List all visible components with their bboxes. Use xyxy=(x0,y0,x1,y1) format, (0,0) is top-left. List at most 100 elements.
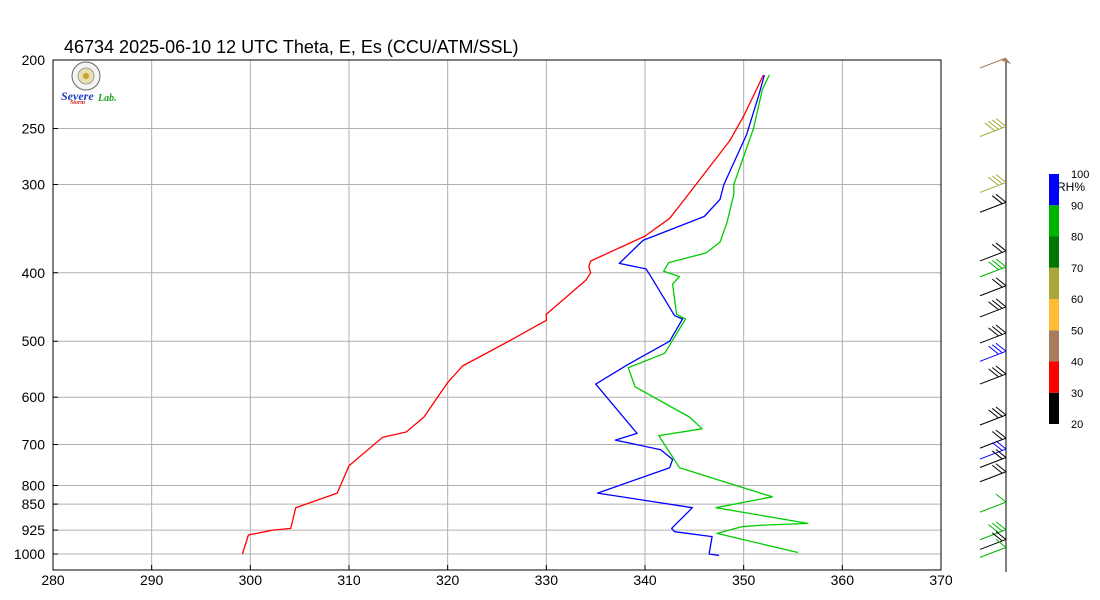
wind-barb-staff xyxy=(979,350,1007,362)
wind-barb-flag xyxy=(995,174,1007,183)
wind-barb-staff xyxy=(979,373,1007,385)
wind-barb-flag xyxy=(995,429,1007,439)
wind-barb xyxy=(979,406,1007,426)
series-line-theta xyxy=(241,74,764,555)
wind-barb-staff xyxy=(979,126,1007,137)
y-axis: 1000 925 850 800 700 600 500 400 300 250 200 xyxy=(14,52,58,562)
wind-barb xyxy=(979,521,1007,541)
wind-barb-staff xyxy=(979,539,1007,550)
wind-barb-flag xyxy=(991,243,1003,253)
colorbar-tick-label: 20 xyxy=(1071,419,1083,431)
plot-frame xyxy=(52,59,942,571)
colorbar-band-30 xyxy=(1049,361,1059,393)
wind-barb-staff xyxy=(979,57,1007,69)
wind-barb-flag xyxy=(991,119,1003,129)
wind-barb-flag xyxy=(995,193,1007,203)
wind-barb-staff xyxy=(979,266,1007,278)
wind-barb-flag xyxy=(991,442,1003,451)
wind-barb-flag xyxy=(988,368,999,378)
wind-barb xyxy=(979,324,1007,344)
wind-barb-flag xyxy=(988,409,999,419)
colorbar-tick-label: 30 xyxy=(1071,388,1083,400)
x-tick-label: 320 xyxy=(436,572,460,588)
wind-barb xyxy=(979,440,1007,460)
wind-barb-flag xyxy=(995,118,1007,127)
colorbar-band-80 xyxy=(1049,205,1059,237)
x-tick-label: 330 xyxy=(535,572,559,588)
wind-barb-staff xyxy=(979,285,1007,297)
wind-barb-flag xyxy=(991,464,1003,474)
wind-barb-flag xyxy=(995,538,1007,548)
lab-logo: Severe Storm Lab. xyxy=(61,61,117,106)
wind-barb xyxy=(979,258,1007,278)
x-tick-label: 280 xyxy=(41,572,65,588)
gridlines xyxy=(53,60,941,570)
wind-barb-flag xyxy=(995,531,1007,540)
wind-barb-flag xyxy=(991,450,1003,460)
wind-barb-flag xyxy=(988,301,999,311)
wind-barb-flag xyxy=(991,299,1003,309)
wind-barb xyxy=(979,298,1007,318)
wind-barb-flag xyxy=(995,463,1007,473)
x-tick-label: 350 xyxy=(732,572,756,588)
x-tick-label: 300 xyxy=(239,572,263,588)
wind-barb-flag xyxy=(995,298,1007,308)
wind-barb xyxy=(979,193,1007,213)
wind-barb-flag xyxy=(995,449,1007,458)
y-tick-label: 800 xyxy=(22,478,46,494)
wind-barb xyxy=(979,277,1007,297)
wind-barb xyxy=(979,538,1007,558)
series-lines xyxy=(241,74,809,557)
y-tick-label: 850 xyxy=(22,496,46,512)
wind-barb xyxy=(979,174,1007,193)
y-tick-label: 925 xyxy=(22,522,46,538)
wind-barb-pennant xyxy=(1000,58,1011,64)
y-tick-label: 600 xyxy=(22,389,46,405)
wind-barb-staff xyxy=(979,414,1007,426)
logo-text-severe: Severe xyxy=(61,89,94,103)
x-axis: 280 290 300 310 320 330 340 350 360 370 xyxy=(41,565,953,588)
colorbar-tick-label: 70 xyxy=(1071,263,1083,275)
wind-barb xyxy=(979,493,1007,513)
logo-emblem-center xyxy=(83,73,89,79)
y-tick-label: 400 xyxy=(22,265,46,281)
colorbar-tick-label: 40 xyxy=(1071,357,1083,369)
y-tick-label: 300 xyxy=(22,176,46,192)
wind-barb-flag xyxy=(995,258,1007,268)
wind-barb-flag xyxy=(995,493,1007,503)
colorbar-tick-label: 90 xyxy=(1071,200,1083,212)
colorbar-tick-label: 50 xyxy=(1071,325,1083,337)
wind-barb xyxy=(979,57,1011,69)
x-tick-label: 290 xyxy=(140,572,164,588)
wind-barb-staff xyxy=(979,546,1007,558)
y-tick-label: 500 xyxy=(22,333,46,349)
wind-barb-staff xyxy=(979,181,1007,193)
x-tick-label: 370 xyxy=(929,572,953,588)
colorbar-tick-label: 100 xyxy=(1071,169,1089,181)
wind-barb-flag xyxy=(991,367,1003,376)
wind-barb xyxy=(979,342,1007,362)
x-tick-label: 340 xyxy=(633,572,657,588)
wind-barb-flag xyxy=(995,521,1007,531)
wind-barb-flag xyxy=(988,345,999,355)
chart-title: 46734 2025-06-10 12 UTC Theta, E, Es (CC… xyxy=(64,37,519,57)
wind-barb xyxy=(979,531,1007,550)
y-tick-label: 700 xyxy=(22,437,46,453)
wind-barb-flag xyxy=(988,261,999,271)
logo-text-storm: Storm xyxy=(70,100,85,106)
wind-barb-flag xyxy=(984,122,996,132)
wind-barb-flag xyxy=(991,175,1003,185)
wind-barb-panel xyxy=(979,57,1011,572)
wind-barb-flag xyxy=(995,324,1007,334)
x-tick-label: 360 xyxy=(831,572,855,588)
wind-barb xyxy=(979,365,1007,385)
y-tick-label: 250 xyxy=(22,120,46,136)
wind-barb-staff xyxy=(979,501,1007,513)
wind-barb-staff xyxy=(979,529,1007,541)
series-line-es xyxy=(627,74,809,554)
colorbar-band-70 xyxy=(1049,236,1059,268)
colorbar-tick-label: 60 xyxy=(1071,294,1083,306)
wind-barb-staff xyxy=(979,306,1007,318)
wind-barb-flag xyxy=(995,406,1007,416)
